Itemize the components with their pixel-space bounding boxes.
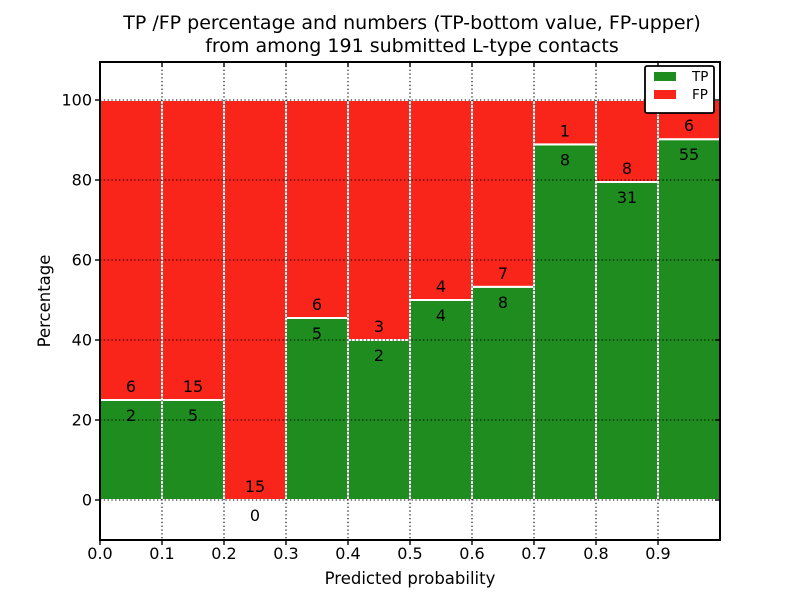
legend-swatch-tp (654, 72, 676, 81)
x-tick-label: 0.9 (645, 544, 670, 563)
bar-segment-tp (471, 285, 535, 501)
y-tick-label: 60 (72, 251, 92, 270)
x-tick-label: 0.7 (521, 544, 546, 563)
tp-count-label: 2 (126, 406, 136, 425)
bar-segment-tp (595, 181, 659, 501)
fp-count-label: 15 (245, 477, 265, 496)
fp-count-label: 6 (684, 116, 694, 135)
fp-count-label: 6 (126, 377, 136, 396)
fp-count-label: 6 (312, 295, 322, 314)
fp-count-label: 8 (622, 159, 632, 178)
y-tick-label: 100 (61, 91, 92, 110)
fp-count-label: 3 (374, 317, 384, 336)
tp-count-label: 55 (679, 145, 699, 164)
x-tick-label: 0.0 (87, 544, 112, 563)
bars-group (99, 99, 721, 501)
fp-count-label: 4 (436, 277, 446, 296)
legend-swatch-fp (654, 90, 676, 99)
bar-segment-fp (99, 99, 163, 401)
x-tick-label: 0.1 (149, 544, 174, 563)
x-axis-label: Predicted probability (325, 569, 496, 588)
bar-segment-tp (409, 299, 473, 501)
legend-label-tp: TP (691, 69, 708, 85)
y-tick-label: 80 (72, 171, 92, 190)
x-tick-label: 0.5 (397, 544, 422, 563)
tick-labels-group: 0.0 0.1 0.2 0.3 0.4 0.5 0.6 0.7 0.8 0.90204060801… (61, 91, 670, 564)
chart-title-line2: from among 191 submitted L-type contacts (205, 35, 619, 57)
fp-count-label: 15 (183, 377, 203, 396)
y-tick-label: 20 (72, 411, 92, 430)
bar-labels-group: 6 2 15 5 15 0 6 5 3 2 4 4 7 8 1 8 8 31 6 55 (126, 116, 699, 525)
bar-segment-fp (347, 99, 411, 341)
fp-count-label: 7 (498, 264, 508, 283)
tp-count-label: 8 (560, 150, 570, 169)
gridlines-group (100, 62, 720, 540)
ticks-group (95, 62, 720, 545)
y-tick-label: 40 (72, 331, 92, 350)
bar-segment-fp (161, 99, 225, 401)
legend: TP FP (644, 65, 715, 114)
y-tick-label: 0 (82, 491, 92, 510)
tp-count-label: 5 (188, 406, 198, 425)
bar-segment-fp (471, 99, 535, 288)
x-tick-label: 0.4 (335, 544, 360, 563)
chart-title-line1: TP /FP percentage and numbers (TP-bottom… (122, 12, 701, 34)
bar-segment-tp (657, 138, 721, 501)
bar-segment-fp (285, 99, 349, 319)
bar-segment-fp (223, 99, 287, 501)
x-tick-label: 0.3 (273, 544, 298, 563)
x-tick-label: 0.2 (211, 544, 236, 563)
tp-count-label: 5 (312, 324, 322, 343)
tp-count-label: 0 (250, 506, 260, 525)
x-tick-label: 0.6 (459, 544, 484, 563)
bar-segment-fp (409, 99, 473, 301)
bar-segment-tp (285, 317, 349, 501)
tp-count-label: 4 (436, 306, 446, 325)
tp-count-label: 2 (374, 346, 384, 365)
fp-count-label: 1 (560, 121, 570, 140)
legend-label-fp: FP (692, 87, 708, 103)
bar-segment-tp (533, 143, 597, 501)
tp-count-label: 31 (617, 188, 637, 207)
x-tick-label: 0.8 (583, 544, 608, 563)
tp-count-label: 8 (498, 293, 508, 312)
y-axis-label: Percentage (35, 255, 54, 348)
